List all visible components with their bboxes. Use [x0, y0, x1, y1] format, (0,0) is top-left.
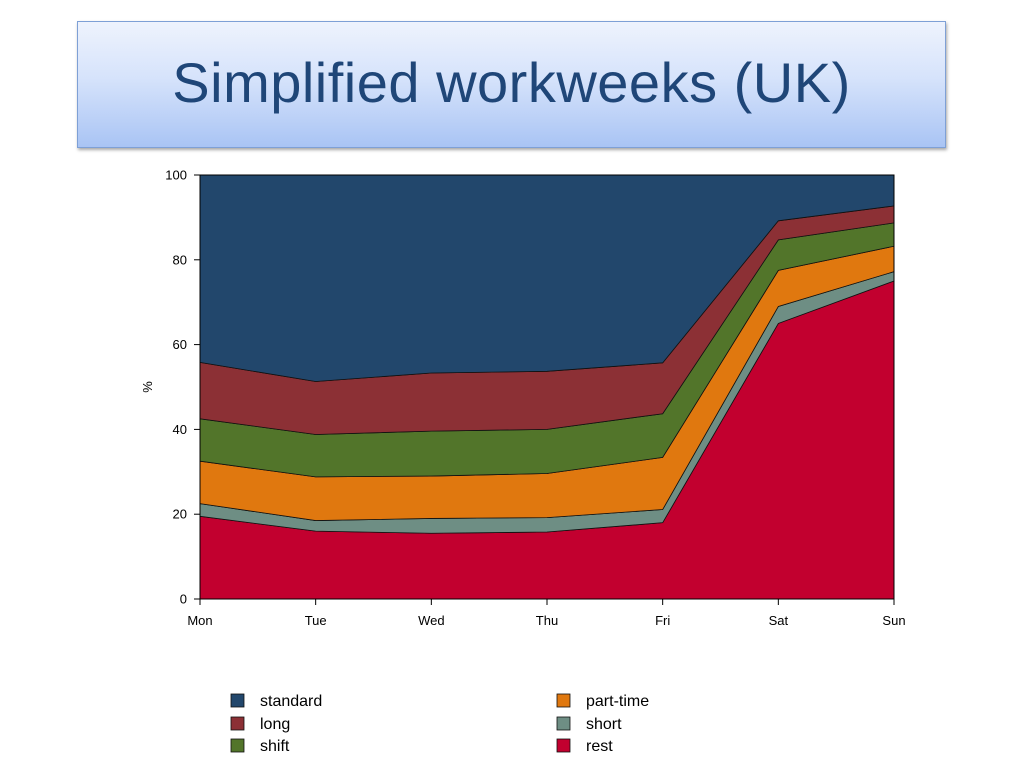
legend-label-part-time: part-time [586, 693, 649, 710]
y-tick-label: 80 [173, 252, 187, 267]
y-axis-label: % [140, 381, 155, 393]
legend-label-shift: shift [260, 738, 290, 755]
title-banner: Simplified workweeks (UK) [77, 21, 946, 148]
legend-swatch-part-time [556, 693, 571, 708]
legend-label-standard: standard [260, 693, 322, 710]
legend-swatch-shift [230, 738, 245, 753]
legend-swatch-rest [556, 738, 571, 753]
y-tick-label: 100 [165, 168, 187, 183]
x-tick-label: Mon [187, 613, 212, 628]
legend-label-rest: rest [586, 738, 613, 755]
x-tick-label: Wed [418, 613, 445, 628]
legend-swatch-long [230, 716, 245, 731]
chart-areas [199, 174, 895, 600]
x-tick-label: Fri [655, 613, 670, 628]
legend-swatch-standard [230, 693, 245, 708]
legend-swatch-short [556, 716, 571, 731]
x-tick-label: Thu [536, 613, 558, 628]
legend: standard part-time long short shift rest [230, 693, 649, 755]
legend-label-short: short [586, 716, 622, 733]
y-tick-label: 20 [173, 507, 187, 522]
legend-label-long: long [260, 716, 290, 733]
slide-title: Simplified workweeks (UK) [172, 51, 851, 114]
y-tick-label: 60 [173, 337, 187, 352]
x-tick-label: Sun [882, 613, 905, 628]
y-axis: 0 20 40 60 80 100 [165, 168, 201, 607]
x-tick-label: Tue [305, 613, 327, 628]
x-axis: Mon Tue Wed Thu Fri Sat Sun [187, 598, 906, 628]
y-tick-label: 0 [180, 592, 187, 607]
x-tick-label: Sat [769, 613, 789, 628]
y-tick-label: 40 [173, 422, 187, 437]
